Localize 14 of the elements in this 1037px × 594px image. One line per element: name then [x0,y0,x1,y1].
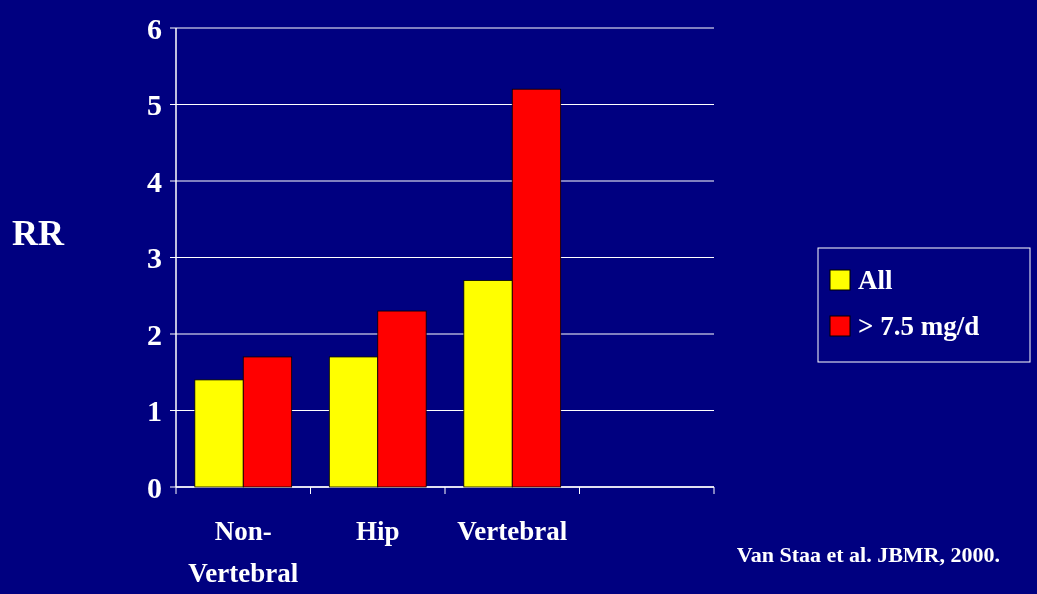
x-tick-label: Non-Vertebral [188,516,299,588]
y-tick-label: 0 [147,470,162,504]
y-tick-label: 3 [147,241,162,274]
y-tick-label: 2 [147,317,162,351]
text: Van Staa et al. JBMR, 2000. [736,542,1000,567]
y-tick-label: 6 [147,11,162,45]
legend-label: > 7.5 mg/d [858,311,980,342]
y-tick-label: 4 [147,164,162,198]
y-tick-label: 5 [147,88,162,121]
x-tick-label: Vertebral [457,516,568,546]
y-tick-label: 1 [147,394,162,427]
x-tick-label: Hip [355,516,400,546]
legend-label: All [858,265,893,296]
y-axis-title: RR [12,213,65,253]
